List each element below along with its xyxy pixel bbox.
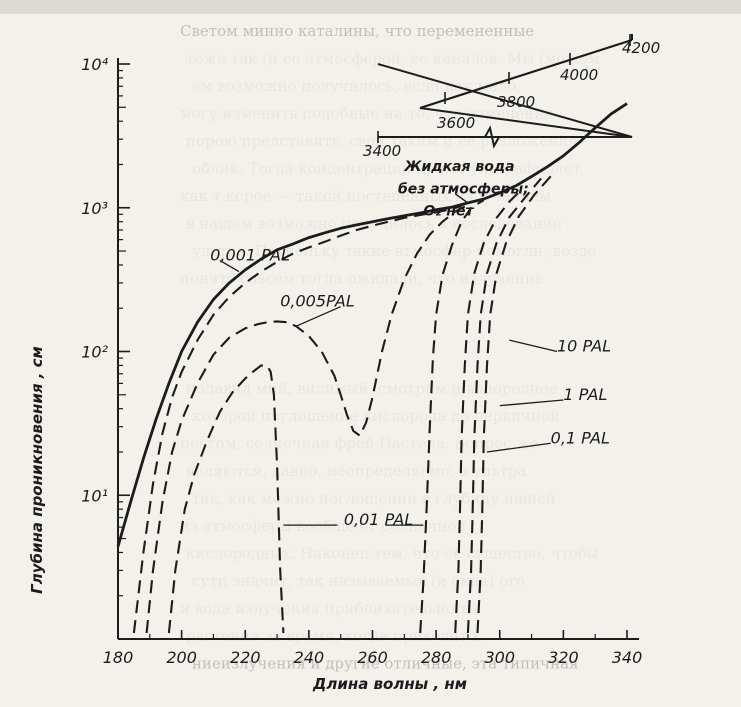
label-leader-line: [295, 306, 341, 327]
x-tick-label: 280: [421, 648, 452, 667]
series-label: 10 PAL: [557, 337, 611, 356]
y-tick-label: 10³: [81, 199, 108, 218]
background-text-line: Светом минно каталины, что перемененные: [180, 22, 534, 40]
x-tick-label: 180: [103, 648, 134, 667]
series-curve: [419, 199, 485, 634]
x-tick-label: 260: [357, 648, 388, 667]
inset-tick-label: 3400: [363, 142, 401, 160]
series-curve: [132, 204, 462, 634]
series-label: O₂ нет: [423, 204, 474, 220]
axes: 180 200 220 240 260 280 300 320 340 10¹ 10² 10³ 10⁴: [81, 55, 642, 667]
x-tick-label: 320: [548, 648, 579, 667]
label-leader-line: [454, 193, 469, 204]
series-curve: [466, 177, 542, 634]
inset-outline: [378, 107, 633, 138]
wavelength-inset: 3400 3600 3800 4000 4200: [363, 34, 660, 160]
label-leader-line: [499, 399, 564, 407]
y-axis-title: Глубина проникновения , см: [28, 346, 46, 594]
inset-tick-label: 4200: [622, 39, 660, 57]
x-tick-label: 240: [294, 648, 325, 667]
series-label: 0,005PAL: [280, 292, 355, 311]
series-curve: [476, 172, 555, 634]
x-tick-label: 340: [612, 648, 643, 667]
series-label: 1 PAL: [563, 385, 607, 404]
x-tick-label: 220: [230, 648, 261, 667]
top-strip: [0, 0, 741, 14]
label-leader-line: [509, 339, 558, 353]
series-curve: [116, 102, 628, 547]
y-tick-label: 10¹: [81, 486, 108, 505]
label-leader-line: [486, 442, 551, 453]
y-tick-label: 10⁴: [81, 55, 108, 74]
y-tick-label: 10²: [81, 343, 108, 362]
series-label: Жидкая вода: [403, 159, 514, 175]
label-leader-line: [219, 259, 240, 273]
series-label: 0,1 PAL: [551, 428, 610, 447]
inset-upper-line: [419, 38, 633, 110]
x-axis-title: Длина волны , нм: [312, 675, 467, 693]
inset-tick-label: 3600: [437, 114, 475, 132]
series-label: 0,001 PAL: [210, 245, 290, 264]
x-tick-label: 200: [166, 648, 197, 667]
inset-tick-label: 4000: [560, 66, 598, 84]
inset-tick-label: 3800: [497, 93, 535, 111]
series-label: без атмосферы;: [398, 181, 529, 197]
background-text-line: ниеизлучения и другие отличные, эта типи…: [192, 655, 579, 673]
series-curve: [454, 188, 523, 634]
series-label: 0,01 PAL: [344, 510, 413, 529]
series-labels: Жидкая вода без атмосферы; O₂ нет 0,001 PAL…: [210, 159, 611, 529]
series-curve: [167, 364, 285, 634]
curves: [116, 102, 628, 634]
x-tick-label: 300: [484, 648, 515, 667]
